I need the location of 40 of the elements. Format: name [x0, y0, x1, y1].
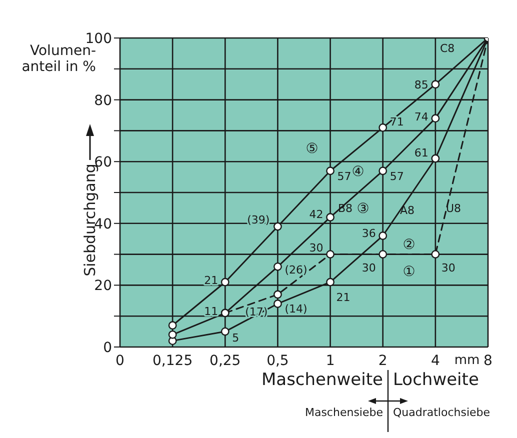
x-tick-label: 0,25	[210, 352, 241, 369]
y-tick-label: 0	[103, 340, 112, 356]
y-tick-label: 20	[94, 278, 112, 294]
x-tick-label: 0	[116, 352, 124, 369]
x-tick-label: 1	[326, 352, 335, 369]
text: mm	[454, 353, 480, 368]
annotation: ②	[402, 237, 416, 253]
data-label: 71	[390, 116, 404, 129]
data-label: (14)	[284, 302, 308, 316]
data-label: 74	[414, 110, 428, 124]
x-tick-label: 0,125	[152, 352, 193, 369]
text: Quadratlochsiebe	[393, 406, 490, 419]
data-label: 21	[336, 291, 350, 304]
annotation: ①	[402, 264, 416, 280]
data-label: 21	[204, 274, 218, 288]
text: Maschensiebe	[304, 406, 384, 419]
data-label: 61	[414, 146, 428, 160]
data-label: 30	[362, 261, 376, 274]
data-label: 42	[309, 208, 324, 222]
data-label: 30	[309, 241, 324, 254]
x-tick-label: 8	[484, 352, 492, 369]
data-label: (26)	[284, 264, 308, 277]
data-label: 85	[414, 78, 428, 92]
x-tick-label: 0,5	[266, 352, 289, 369]
x-tick-label: 2	[378, 352, 388, 369]
data-label: 57	[390, 170, 404, 183]
data-label: 57	[337, 170, 352, 183]
data-label: 5	[232, 332, 240, 345]
text: Lochweite	[393, 370, 479, 390]
annotation: ④	[352, 164, 364, 180]
series-label: A8	[400, 204, 415, 217]
annotation: ⑤	[306, 141, 318, 157]
y-tick-label: 80	[94, 92, 112, 109]
annotation: ③	[356, 201, 370, 217]
data-label: 36	[362, 226, 376, 240]
data-label: 11	[204, 305, 218, 318]
series-label: C8	[440, 42, 455, 55]
data-label: 30	[441, 261, 456, 274]
text: Maschenweite	[261, 370, 383, 390]
x-tick-label: 4	[430, 352, 440, 369]
